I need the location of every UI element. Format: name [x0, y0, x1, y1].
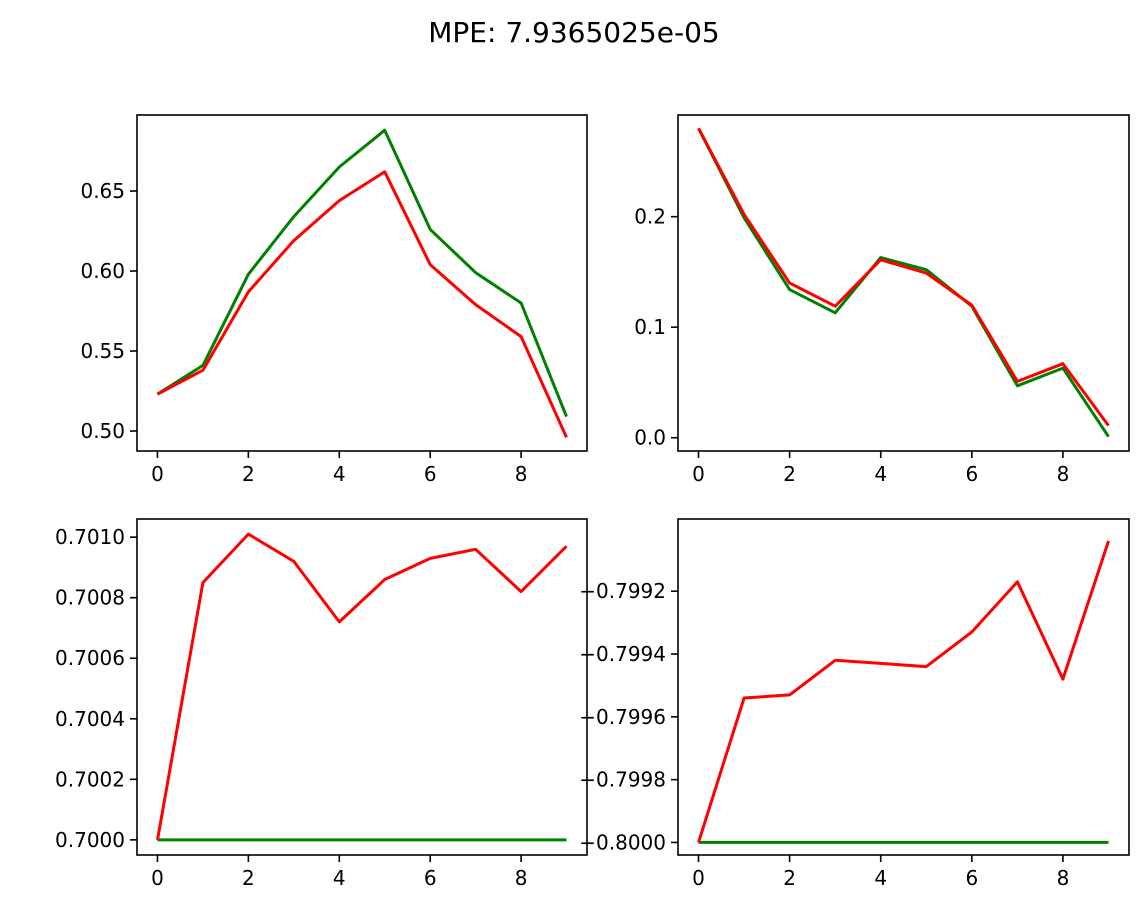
y-tick-label: 0.60	[80, 259, 125, 283]
series-line-red	[156, 532, 568, 841]
x-tick-label: 4	[874, 866, 887, 890]
x-tick-label: 6	[424, 462, 437, 486]
y-tick-label: −0.7992	[579, 579, 666, 603]
series-line-red	[697, 540, 1110, 843]
x-tick-label: 2	[783, 866, 796, 890]
x-tick-label: 4	[333, 866, 346, 890]
subplot-3: 0 2 4 6 8 0.7000 0.7002 0.7004 0.7006 0.7008 0.701…	[55, 518, 588, 890]
y-tick-label: 0.7008	[55, 586, 125, 610]
axes-frame	[677, 114, 1130, 452]
x-tick-label: 6	[965, 462, 978, 486]
series-line-red	[156, 170, 568, 439]
series-line-green	[156, 128, 568, 418]
y-tick-label: 0.55	[80, 339, 125, 363]
y-tick-label: −0.7998	[579, 768, 666, 792]
x-tick-label: 0	[151, 462, 164, 486]
y-tick-label: 0.65	[80, 179, 125, 203]
x-tick-label: 4	[874, 462, 887, 486]
x-tick-label: 6	[965, 866, 978, 890]
y-tick-label: −0.7994	[579, 642, 666, 666]
y-tick-label: 0.7002	[55, 767, 125, 791]
x-tick-label: 8	[515, 462, 528, 486]
subplot-4: 0 2 4 6 8 −0.8000 −0.7998 −0.7996 −0.7994 −0.7992	[579, 518, 1130, 890]
y-tick-label: 0.1	[634, 315, 666, 339]
x-tick-label: 0	[692, 462, 705, 486]
y-tick-label: −0.8000	[579, 830, 666, 854]
x-tick-label: 8	[1057, 866, 1070, 890]
subplot-2: 0 2 4 6 8 0.0 0.1 0.2	[634, 114, 1130, 486]
y-tick-label: −0.7996	[579, 705, 666, 729]
x-tick-label: 2	[242, 462, 255, 486]
y-tick-label: 0.7000	[55, 828, 125, 852]
subplot-1: 0 2 4 6 8 0.50 0.55 0.60 0.65	[80, 114, 588, 486]
x-tick-label: 0	[151, 866, 164, 890]
axes-frame	[136, 518, 588, 856]
series-line-red	[697, 127, 1110, 427]
y-tick-label: 0.2	[634, 205, 666, 229]
x-tick-label: 6	[424, 866, 437, 890]
y-tick-label: 0.0	[634, 426, 666, 450]
x-tick-label: 8	[1057, 462, 1070, 486]
x-tick-label: 2	[783, 462, 796, 486]
axes-frame	[677, 518, 1130, 856]
y-tick-label: 0.7004	[55, 707, 125, 731]
x-tick-label: 8	[515, 866, 528, 890]
x-tick-label: 2	[242, 866, 255, 890]
x-tick-label: 4	[333, 462, 346, 486]
y-tick-label: 0.50	[80, 419, 125, 443]
axes-frame	[136, 114, 588, 452]
x-tick-label: 0	[692, 866, 705, 890]
y-tick-label: 0.7010	[55, 525, 125, 549]
series-line-green	[697, 127, 1110, 438]
y-tick-label: 0.7006	[55, 646, 125, 670]
figure-suptitle: MPE: 7.9365025e-05	[428, 16, 720, 49]
